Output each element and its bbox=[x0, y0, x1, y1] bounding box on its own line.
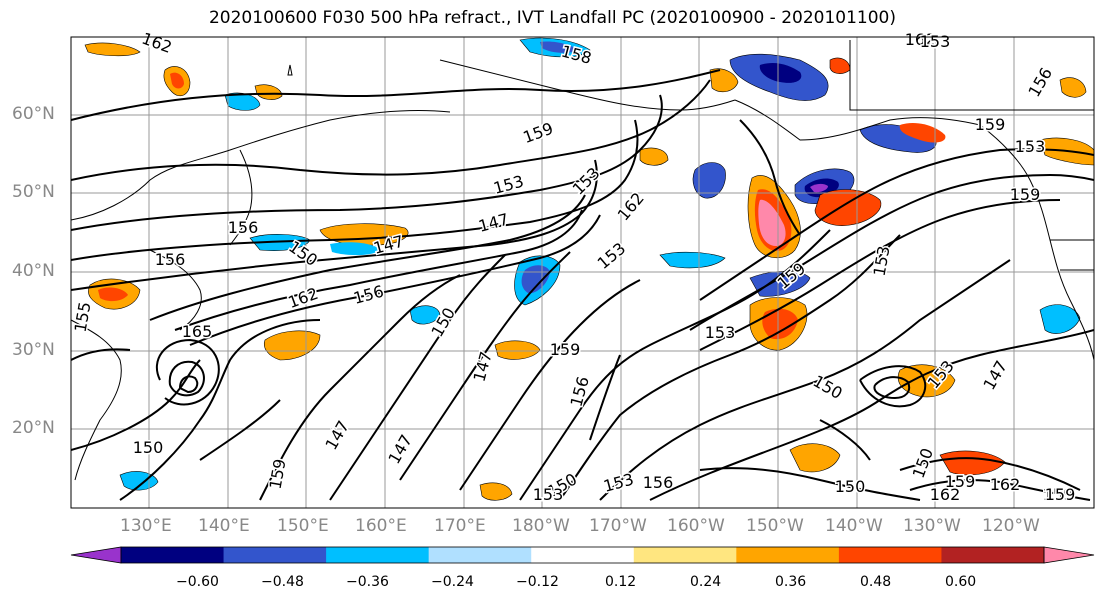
colorbar-tick-label: 0.48 bbox=[860, 574, 892, 590]
contour-label: 153 bbox=[1015, 137, 1046, 156]
lon-label-170e: 170°E bbox=[434, 516, 486, 536]
contour-label: 153 bbox=[705, 323, 736, 342]
colorbar bbox=[70, 546, 1095, 564]
colorbar-segment bbox=[941, 547, 1045, 563]
colorbar-tick-label: −0.48 bbox=[261, 574, 304, 590]
contour-label: 165 bbox=[182, 322, 213, 341]
colorbar-segment bbox=[838, 547, 942, 563]
contour-label: 159 bbox=[1045, 485, 1076, 504]
contour-label: 159 bbox=[266, 457, 290, 490]
colorbar-tick-label: −0.60 bbox=[176, 574, 219, 590]
contour-label: 156 bbox=[155, 250, 186, 269]
colorbar-segment bbox=[736, 547, 840, 563]
contour-label: 162 bbox=[930, 485, 961, 504]
colorbar-segment bbox=[633, 547, 737, 563]
contour-label: 150 bbox=[133, 438, 164, 457]
colorbar-tick-label: 0.60 bbox=[945, 574, 977, 590]
coastlines bbox=[71, 40, 1094, 481]
contour-label: 162 bbox=[905, 30, 936, 49]
lon-label-160e: 160°E bbox=[355, 516, 407, 536]
lon-label-130w: 130°W bbox=[903, 516, 961, 536]
map-title: 2020100600 F030 500 hPa refract., IVT La… bbox=[208, 8, 896, 28]
lon-label-150w: 150°W bbox=[746, 516, 804, 536]
colorbar-segment bbox=[531, 547, 635, 563]
colorbar-extend-low bbox=[70, 546, 122, 564]
lat-label-20n: 20°N bbox=[12, 418, 55, 438]
contour-label: 159 bbox=[945, 472, 976, 491]
colorbar-outline bbox=[120, 546, 1045, 564]
lon-label-170w: 170°W bbox=[589, 516, 647, 536]
lon-label-140w: 140°W bbox=[825, 516, 883, 536]
lon-label-150e: 150°E bbox=[277, 516, 329, 536]
contour-lines bbox=[71, 69, 1094, 501]
lat-label-60n: 60°N bbox=[12, 104, 55, 124]
colorbar-tick-label: 0.12 bbox=[605, 574, 637, 590]
contour-label: 159 bbox=[975, 115, 1006, 134]
colorbar-segment bbox=[223, 547, 327, 563]
contour-label: 156 bbox=[228, 218, 259, 237]
contour-label: 159 bbox=[550, 340, 581, 359]
lon-label-140e: 140°E bbox=[198, 516, 250, 536]
colorbar-tick-label: 0.24 bbox=[690, 574, 722, 590]
lon-label-120w: 120°W bbox=[982, 516, 1040, 536]
contour-label: 156 bbox=[643, 473, 674, 492]
contour-label: 153 bbox=[533, 485, 564, 504]
contour-label: 162 bbox=[990, 475, 1021, 494]
colorbar-tick-label: −0.24 bbox=[431, 574, 474, 590]
colorbar-segment bbox=[121, 547, 225, 563]
contour-label: 150 bbox=[835, 477, 866, 496]
colorbar-tick-label: −0.36 bbox=[346, 574, 389, 590]
colorbar-tick-label: −0.12 bbox=[516, 574, 559, 590]
contour-label: 159 bbox=[1010, 185, 1041, 204]
colorbar-extend-high bbox=[1043, 546, 1095, 564]
lon-label-130e: 130°E bbox=[120, 516, 172, 536]
anomaly-shading bbox=[84, 37, 1094, 501]
contour-label: 153 bbox=[920, 32, 951, 51]
colorbar-segment bbox=[428, 547, 532, 563]
lon-label-160w: 160°W bbox=[667, 516, 725, 536]
lat-label-50n: 50°N bbox=[12, 182, 55, 202]
contour-label: 159 bbox=[1043, 485, 1074, 504]
graticule bbox=[71, 37, 1094, 508]
lon-label-180w: 180°W bbox=[512, 516, 570, 536]
colorbar-segment bbox=[326, 547, 430, 563]
lat-label-40n: 40°N bbox=[12, 261, 55, 281]
lat-label-30n: 30°N bbox=[12, 340, 55, 360]
colorbar-tick-label: 0.36 bbox=[775, 574, 807, 590]
map-frame bbox=[70, 36, 1095, 509]
